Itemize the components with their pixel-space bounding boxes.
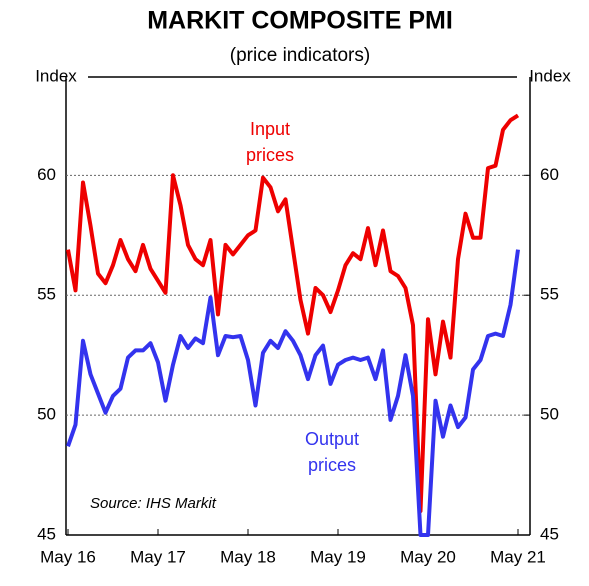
source-note: Source: IHS Markit xyxy=(90,495,217,512)
chart-title: MARKIT COMPOSITE PMI xyxy=(147,7,453,35)
x-tick-label: May 21 xyxy=(490,547,546,566)
series-annotation: Output xyxy=(305,429,359,449)
x-tick-label: May 20 xyxy=(400,547,456,566)
y-tick-label: 45 xyxy=(37,524,56,543)
series-line xyxy=(66,249,520,537)
x-tick-label: May 19 xyxy=(310,547,366,566)
series-annotation: prices xyxy=(308,455,356,475)
y-tick-label: 50 xyxy=(37,405,56,424)
y2-axis-label: Index xyxy=(529,66,571,85)
series-line xyxy=(66,113,520,513)
y-tick-label: 55 xyxy=(37,285,56,304)
series-annotation: prices xyxy=(246,145,294,165)
y-axis-label: Index xyxy=(35,66,77,85)
x-tick-label: May 18 xyxy=(220,547,276,566)
y2-tick-label: 50 xyxy=(540,405,559,424)
y2-tick-label: 60 xyxy=(540,165,559,184)
x-tick-label: May 16 xyxy=(40,547,96,566)
chart-subtitle: (price indicators) xyxy=(230,45,370,66)
y2-tick-label: 55 xyxy=(540,285,559,304)
y-tick-label: 60 xyxy=(37,165,56,184)
series-annotation: Input xyxy=(250,119,290,139)
x-tick-label: May 17 xyxy=(130,547,186,566)
y2-tick-label: 45 xyxy=(540,524,559,543)
